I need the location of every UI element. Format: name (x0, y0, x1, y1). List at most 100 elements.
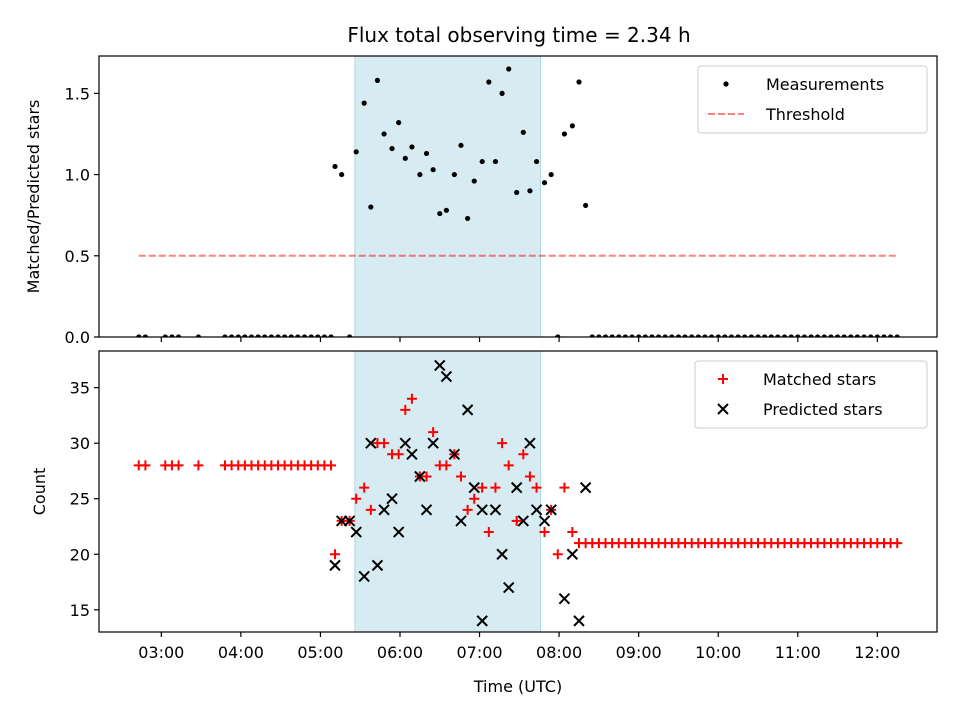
measurement-point (235, 334, 241, 337)
measurement-point (374, 77, 381, 83)
legend-predicted-marker (717, 403, 729, 415)
measurement-point (242, 334, 248, 337)
y-tick-label: 35 (70, 379, 90, 398)
matched-star-point (559, 482, 570, 493)
predicted-star-point (392, 526, 405, 538)
measurement-point (458, 142, 464, 148)
matched-star-point (518, 449, 529, 460)
x-tick-label: 07:00 (456, 643, 502, 662)
measurement-point (854, 334, 861, 337)
measurement-point (275, 334, 281, 337)
legend-label: Matched stars (763, 370, 876, 389)
measurement-point (861, 334, 867, 337)
x-tick-label: 03:00 (138, 643, 184, 662)
measurement-point (282, 334, 288, 337)
legend-box (694, 360, 928, 429)
measurement-point (689, 334, 695, 337)
measurement-point (795, 334, 801, 337)
measurement-point (339, 171, 345, 178)
observing-window-band (354, 55, 542, 338)
predicted-star-point (329, 559, 341, 572)
measurement-point (596, 334, 602, 337)
x-tick-label: 08:00 (536, 643, 582, 662)
matched-star-point (455, 471, 466, 482)
predicted-star-point (573, 615, 585, 627)
measurement-point (479, 158, 485, 165)
y-axis-label: Count (30, 468, 49, 516)
measurement-point (682, 334, 688, 337)
measurement-point (162, 334, 168, 337)
measurement-point (642, 334, 648, 337)
axes-frame (98, 350, 938, 633)
measurement-point (527, 188, 533, 194)
matched-star-point (892, 538, 903, 549)
measurement-point (409, 144, 415, 150)
x-tick-label: 11:00 (775, 643, 821, 662)
measurement-point (381, 131, 387, 137)
measurement-point (576, 79, 582, 85)
y-tick-label: 0.5 (65, 247, 90, 266)
matched-star-point (351, 493, 362, 504)
matched-star-point (400, 404, 411, 415)
measurement-point (781, 334, 788, 337)
y-tick-label: 1.0 (65, 166, 90, 185)
measurement-point (262, 334, 268, 337)
measurement-point (332, 163, 338, 170)
measurement-point (669, 334, 675, 337)
matched-star-point (393, 449, 404, 460)
measurement-point (255, 334, 261, 337)
predicted-star-point (566, 548, 579, 560)
predicted-star-point (476, 504, 488, 516)
measurement-point (695, 334, 701, 337)
x-tick-label: 05:00 (297, 643, 343, 662)
measurement-point (533, 158, 540, 165)
measurement-point (609, 334, 615, 337)
predicted-star-point (538, 515, 551, 527)
predicted-star-point (434, 359, 446, 372)
measurement-point (555, 334, 561, 337)
y-tick-label: 15 (70, 601, 90, 620)
measurement-point (848, 334, 854, 337)
matched-star-point (552, 549, 563, 560)
predicted-star-point (503, 581, 515, 594)
measurement-point (662, 334, 668, 337)
predicted-star-point (406, 448, 418, 460)
x-tick-label: 12:00 (854, 643, 900, 662)
measurement-point (389, 145, 395, 152)
measurement-point (834, 334, 841, 337)
measurement-point (443, 207, 449, 213)
measurement-point (768, 334, 774, 337)
matched-star-point (477, 482, 488, 493)
measurement-point (315, 334, 321, 337)
matched-star-point (406, 393, 417, 404)
measurement-point (728, 334, 735, 337)
measurement-point (430, 167, 436, 173)
legend-label: Predicted stars (763, 400, 883, 419)
predicted-star-point (496, 548, 508, 560)
x-axis-label: Time (UTC) (473, 677, 562, 696)
measurement-point (748, 334, 754, 337)
measurement-point (602, 334, 609, 337)
measurement-point (417, 171, 423, 178)
predicted-star-point (545, 504, 557, 516)
axes-frame (98, 55, 938, 338)
measurement-point (655, 334, 662, 337)
measurement-point (583, 202, 589, 209)
measurement-point (514, 189, 520, 196)
measurement-point (649, 334, 655, 337)
measurement-point (762, 334, 768, 337)
measurement-point (742, 334, 748, 337)
matched-star-point (497, 438, 508, 449)
predicted-star-point (461, 404, 474, 416)
matched-star-point (503, 460, 514, 471)
predicted-star-point (524, 437, 536, 449)
matched-star-point (490, 482, 501, 493)
y-tick-label: 0.0 (65, 328, 90, 347)
predicted-star-point (399, 437, 412, 449)
measurement-point (801, 334, 808, 337)
predicted-star-point (468, 481, 480, 494)
matched-star-point (365, 504, 376, 515)
measurement-point (328, 334, 334, 337)
y-axis-label: Matched/Predicted stars (24, 100, 43, 294)
